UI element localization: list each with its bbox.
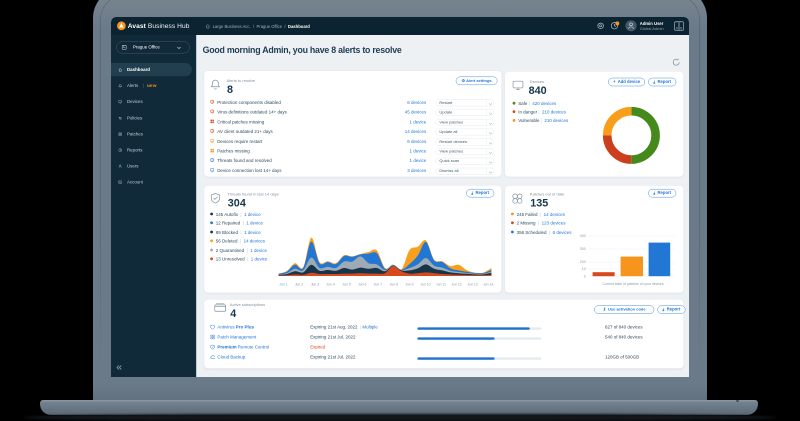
svg-text:200: 200 xyxy=(580,260,586,264)
svg-text:400: 400 xyxy=(580,234,586,238)
svg-text:10: 10 xyxy=(582,267,586,271)
svg-text:0: 0 xyxy=(584,274,586,278)
svg-text:300: 300 xyxy=(580,247,586,251)
